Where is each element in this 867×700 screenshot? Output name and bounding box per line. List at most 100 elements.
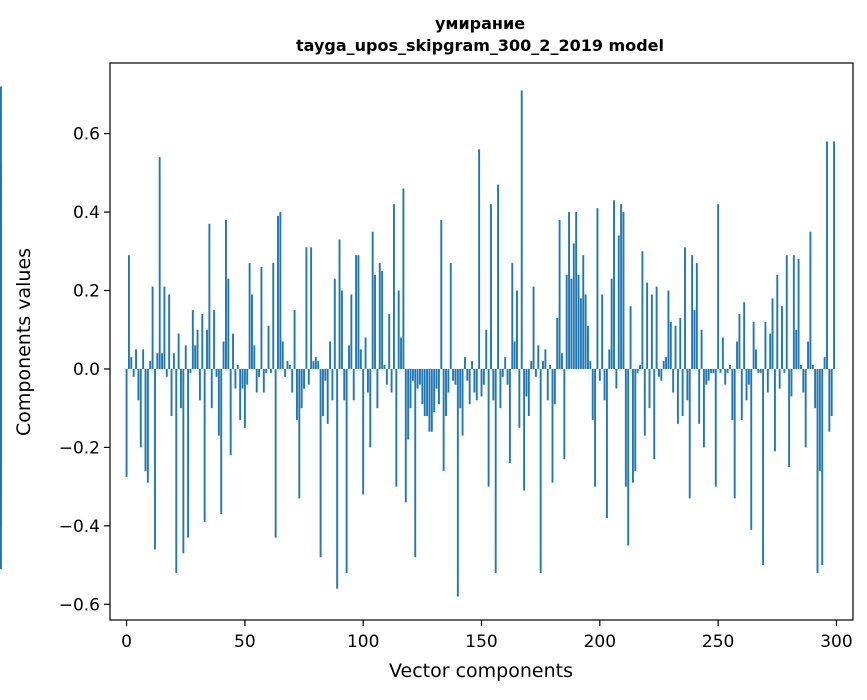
bar (532, 286, 535, 369)
bar (544, 349, 547, 369)
bar (546, 368, 549, 401)
bar (151, 286, 154, 369)
bar (426, 368, 429, 417)
bar (331, 368, 334, 401)
bar (530, 361, 533, 369)
bar (646, 282, 649, 369)
bar (684, 247, 686, 369)
bar (191, 310, 194, 369)
bar (435, 368, 438, 389)
bar (463, 357, 466, 369)
bar (490, 204, 492, 369)
bar (710, 368, 712, 373)
y-axis-ticks: −0.6 −0.4 −0.2 0.0 0.2 0.4 0.6 (59, 125, 110, 615)
bar (617, 235, 620, 369)
bar (634, 368, 637, 471)
bar (492, 368, 495, 401)
bar (177, 333, 180, 369)
bar (584, 294, 587, 369)
bar (471, 361, 473, 369)
bar (156, 353, 159, 369)
bar (286, 361, 289, 369)
bar (830, 368, 833, 417)
bar (430, 368, 433, 432)
bar (755, 349, 757, 369)
bar (629, 306, 632, 369)
bar (783, 368, 786, 373)
bar (454, 368, 457, 385)
bar (497, 184, 500, 369)
bar (461, 368, 464, 436)
bar (660, 368, 663, 381)
bar (511, 263, 514, 369)
bar (655, 286, 658, 369)
bar (508, 368, 511, 464)
bar (404, 368, 407, 503)
bar (504, 357, 507, 369)
bar (357, 255, 360, 369)
bar (172, 353, 175, 369)
bar (549, 365, 552, 369)
bar (615, 368, 618, 389)
x-tick-label: 100 (347, 632, 379, 652)
bar (132, 368, 135, 377)
bar (551, 368, 554, 483)
bar (669, 321, 672, 369)
bar (648, 368, 651, 409)
x-tick-label: 150 (465, 632, 497, 652)
bar (826, 141, 828, 369)
bar (203, 368, 206, 522)
bar (608, 349, 611, 369)
bar (572, 243, 575, 369)
bar (274, 368, 277, 538)
bar (317, 361, 320, 369)
bar (705, 368, 708, 385)
bar (258, 368, 261, 377)
bar (322, 368, 324, 417)
bar (125, 368, 128, 477)
y-tick-label: −0.6 (59, 595, 100, 615)
bar (631, 368, 634, 483)
bar (229, 368, 232, 456)
bar (295, 368, 298, 420)
x-tick-label: 300 (820, 632, 852, 652)
bar (142, 349, 145, 369)
bar (662, 361, 665, 369)
bar (248, 263, 251, 369)
bar (359, 349, 362, 369)
bar (757, 368, 760, 373)
bar (466, 368, 469, 381)
bar (208, 223, 211, 369)
bar (688, 368, 691, 499)
bar (778, 368, 781, 389)
bar (269, 368, 272, 373)
bar (494, 368, 497, 573)
bar (518, 368, 521, 428)
bar (622, 212, 625, 369)
bar (196, 329, 199, 369)
bar (388, 314, 391, 369)
bar (693, 310, 696, 369)
bar (232, 333, 234, 369)
bar (445, 368, 447, 417)
bar (558, 219, 561, 369)
bar (303, 368, 305, 389)
bar (241, 368, 244, 389)
bar (667, 290, 670, 369)
bar (227, 278, 230, 369)
bar (577, 274, 580, 369)
bar (0, 368, 2, 499)
bar (833, 141, 836, 369)
bar (293, 310, 296, 369)
bar (816, 368, 819, 573)
bar (788, 368, 791, 468)
bar (731, 368, 734, 420)
bar (378, 263, 381, 369)
bar (407, 368, 410, 440)
bar (594, 368, 597, 487)
bar (400, 337, 402, 369)
bar (773, 368, 776, 452)
bar (769, 333, 772, 369)
bar (823, 357, 826, 369)
